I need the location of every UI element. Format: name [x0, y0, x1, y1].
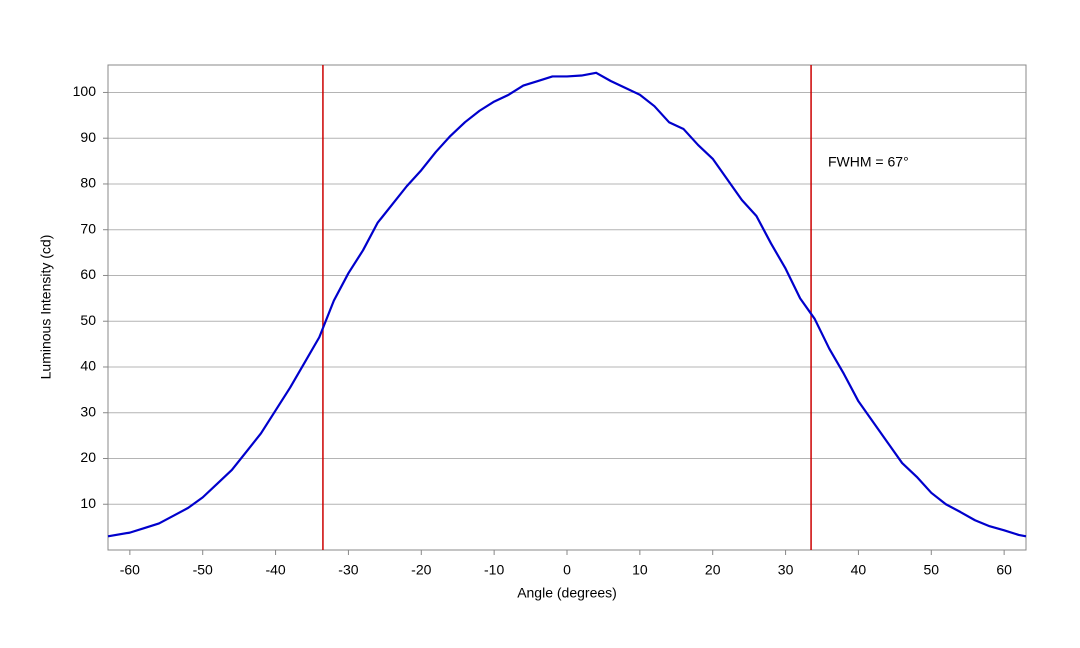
x-tick-label: 60: [996, 562, 1012, 578]
y-tick-label: 70: [80, 220, 96, 236]
x-tick-label: 10: [632, 562, 648, 578]
x-axis-label: Angle (degrees): [517, 585, 617, 601]
annotation: FWHM = 67°: [828, 154, 909, 170]
x-tick-label: -60: [120, 562, 140, 578]
x-tick-label: 0: [563, 562, 571, 578]
x-tick-label: 50: [923, 562, 939, 578]
plot-frame: [107, 64, 1027, 551]
y-tick-label: 20: [80, 449, 96, 465]
y-tick-label: 40: [80, 358, 96, 374]
x-tick-label: -30: [338, 562, 358, 578]
data-line: [107, 71, 1027, 538]
y-tick-label: 30: [80, 403, 96, 419]
y-axis-label: Luminous Intensity (cd): [38, 235, 54, 380]
y-tick-label: 80: [80, 175, 96, 191]
x-tick-label: -40: [265, 562, 285, 578]
y-tick-label: 50: [80, 312, 96, 328]
x-tick-label: -10: [484, 562, 504, 578]
y-tick-label: 60: [80, 266, 96, 282]
x-tick-label: -20: [411, 562, 431, 578]
x-tick-label: 40: [851, 562, 867, 578]
y-tick-label: 100: [73, 83, 97, 99]
x-tick-label: -50: [193, 562, 213, 578]
x-tick-label: 20: [705, 562, 721, 578]
y-tick-label: 90: [80, 129, 96, 145]
y-tick-label: 10: [80, 495, 96, 511]
x-tick-label: 30: [778, 562, 794, 578]
